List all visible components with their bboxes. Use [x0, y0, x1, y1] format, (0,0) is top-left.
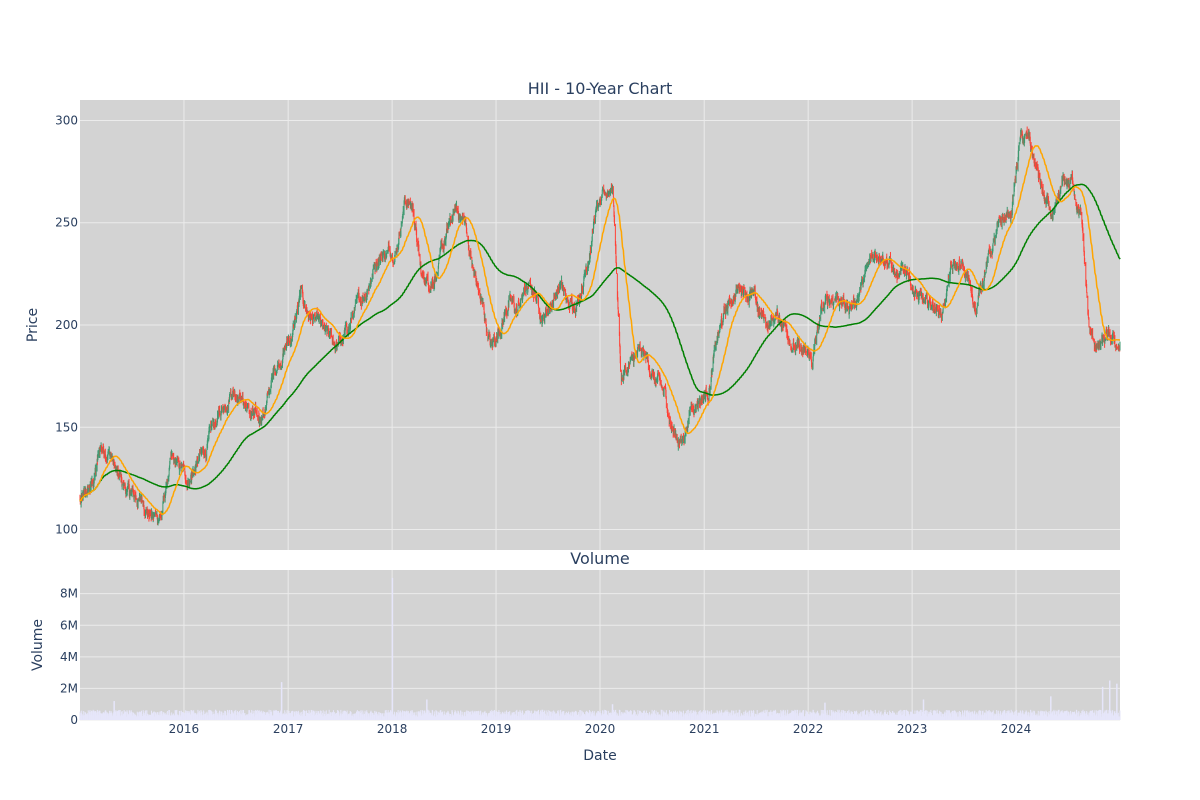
moving-average-slow-line — [79, 183, 1121, 502]
price-y-tick-labels: 100 150 200 250 300 — [55, 113, 78, 536]
price-y-tick-label: 150 — [55, 420, 78, 434]
price-grid — [80, 100, 1120, 550]
price-y-tick-label: 200 — [55, 318, 78, 332]
price-moving-averages — [79, 145, 1121, 515]
price-y-axis-title: Price — [25, 308, 41, 342]
price-y-tick-label: 250 — [55, 216, 78, 230]
price-y-tick-label: 300 — [55, 113, 78, 127]
volume-bars — [79, 577, 1121, 720]
price-chart-title: HII - 10-Year Chart — [528, 79, 673, 98]
price-y-tick-label: 100 — [55, 523, 78, 537]
moving-average-fast-line — [79, 145, 1120, 515]
